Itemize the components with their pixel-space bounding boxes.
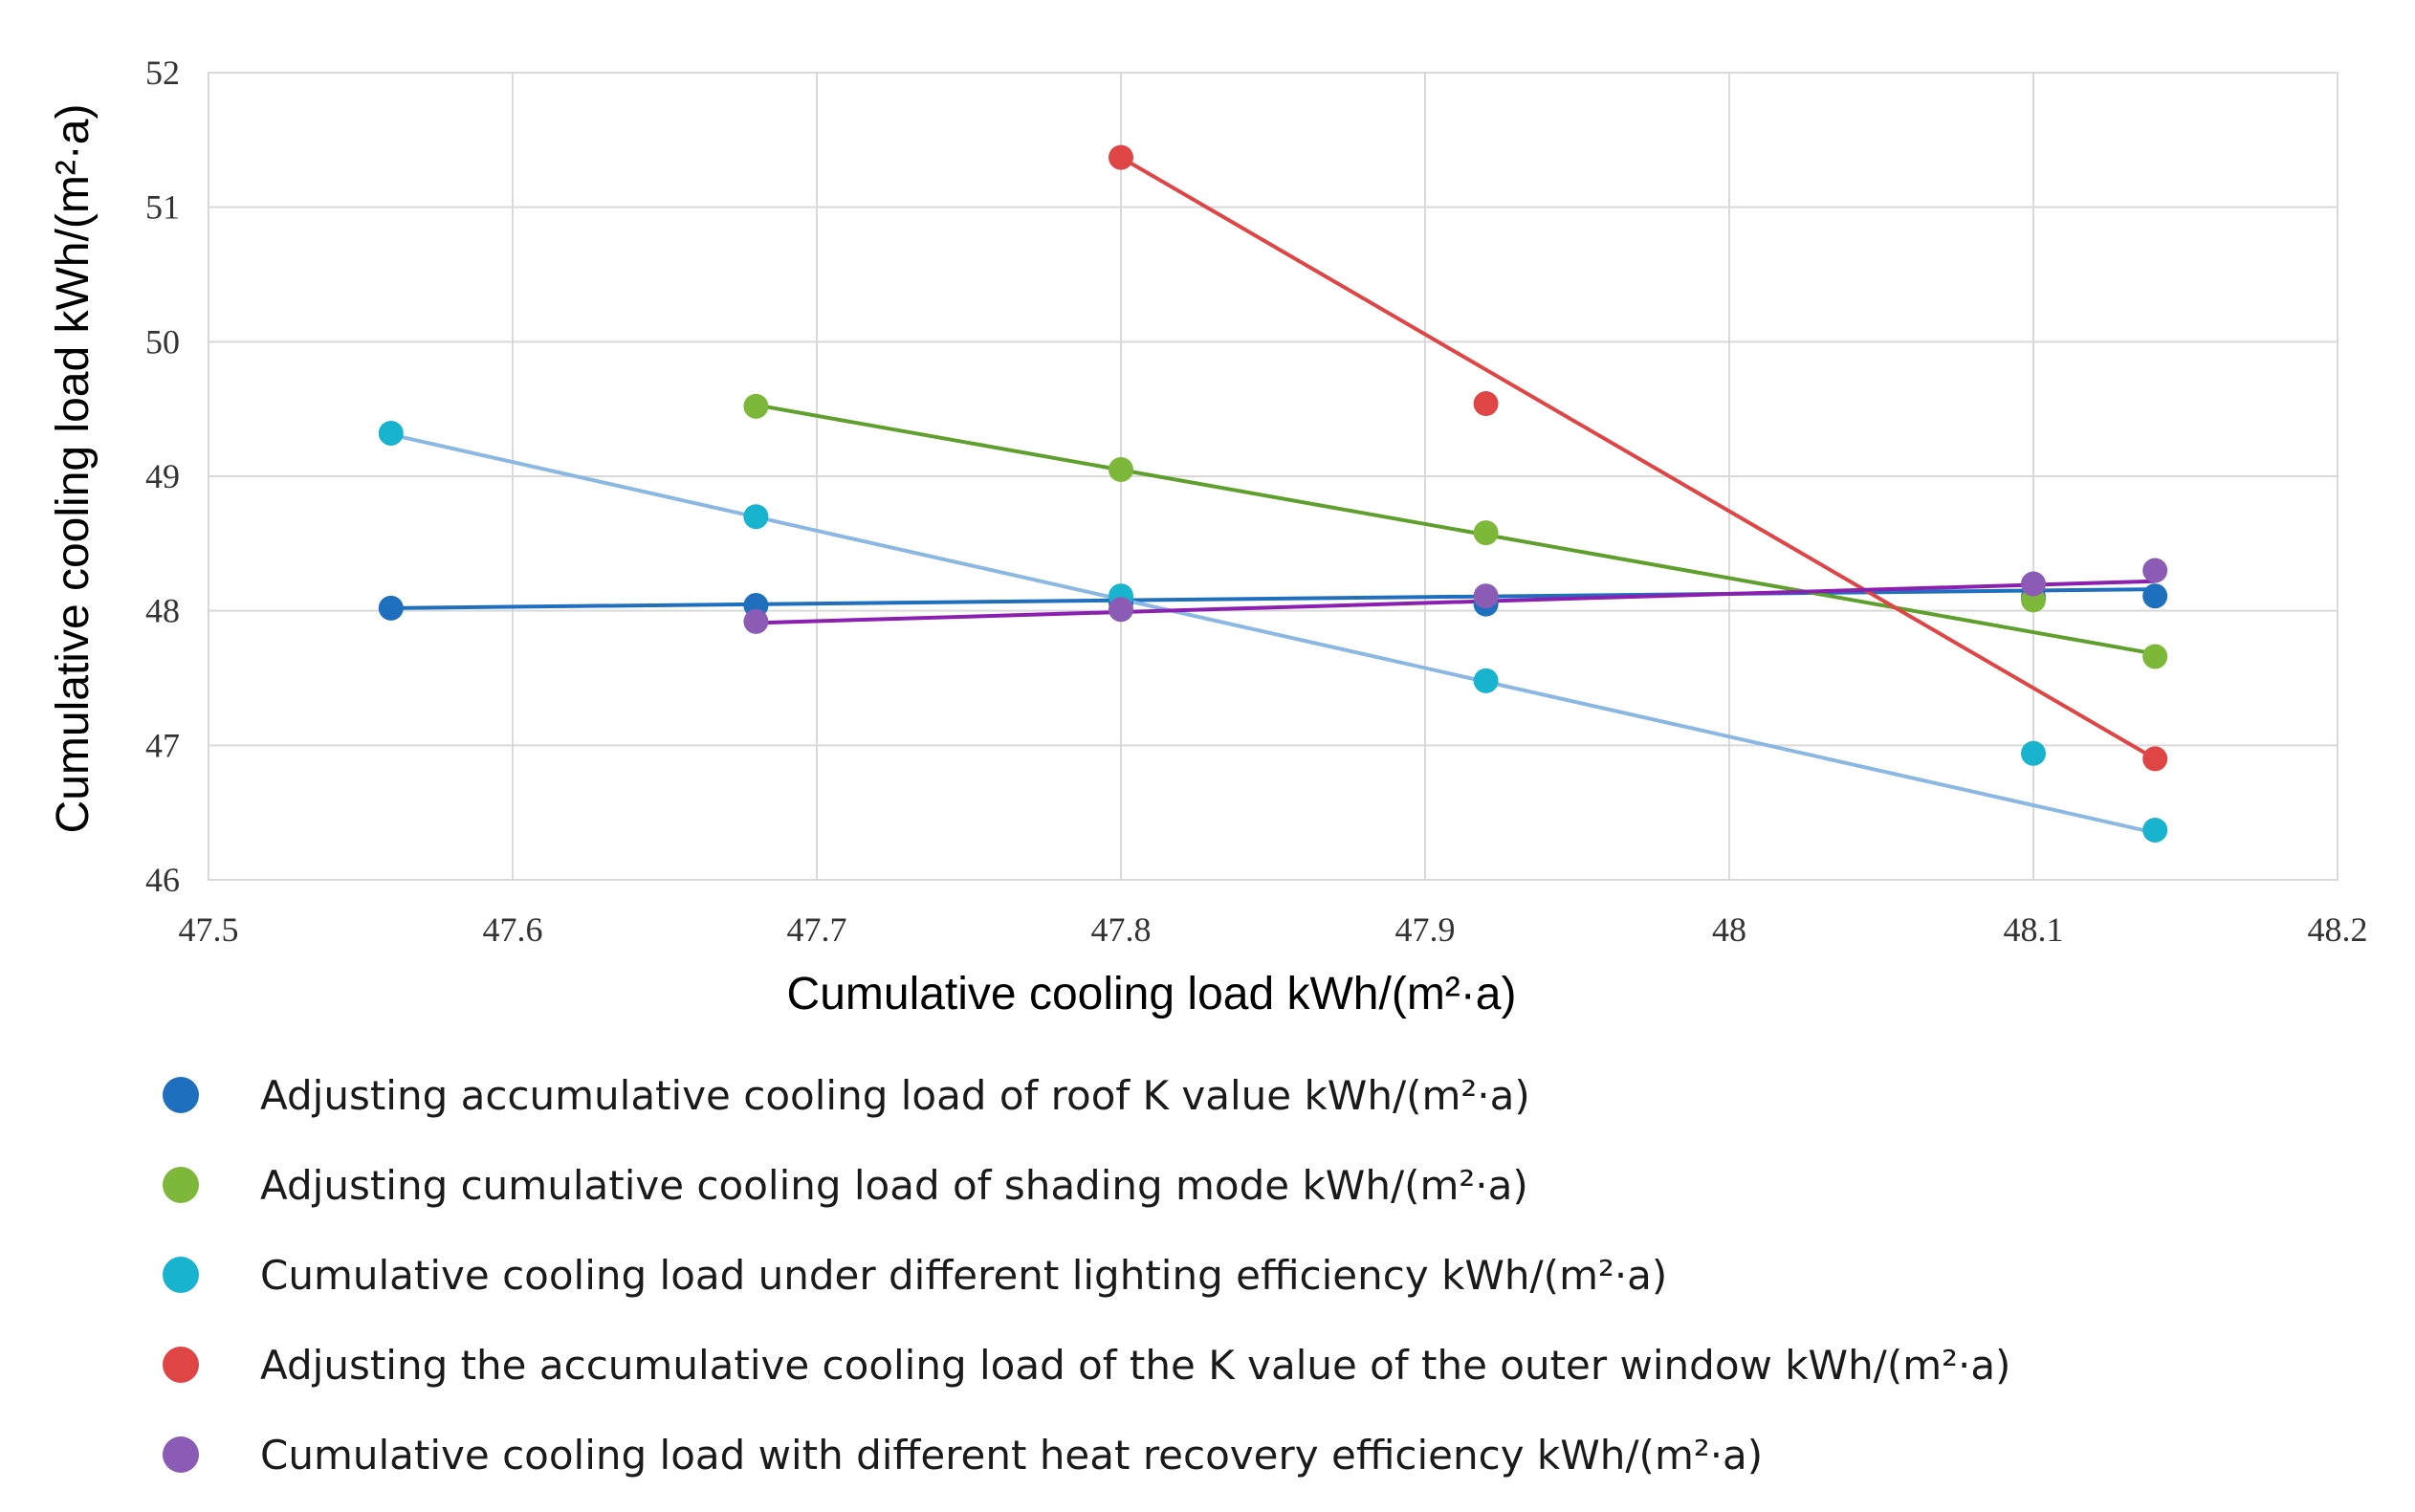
x-tick-label: 48 <box>1712 910 1746 949</box>
y-tick-label: 52 <box>145 54 180 92</box>
point-series-3 <box>743 504 769 530</box>
chart: 47.5 47.6 47.7 47.8 47.9 48 48.1 48.2 46 47 48 49 50… <box>48 54 2368 1019</box>
legend-label: Cumulative cooling load under different … <box>260 1251 1668 1299</box>
point-series-3 <box>2142 817 2168 843</box>
legend-marker <box>163 1167 199 1203</box>
x-tick-label: 47.6 <box>483 910 543 949</box>
point-series-5 <box>1109 597 1133 623</box>
legend-marker <box>163 1077 199 1113</box>
y-tick-label: 48 <box>145 592 180 630</box>
trend-lines <box>390 155 2157 835</box>
legend: Adjusting accumulative cooling load of r… <box>163 1050 2010 1500</box>
y-tick-label: 51 <box>145 188 180 227</box>
point-series-2 <box>1473 520 1499 546</box>
y-tick-label: 47 <box>145 726 180 764</box>
x-axis-title: Cumulative cooling load kWh/(m²·a) <box>787 969 1517 1019</box>
y-axis-title: Cumulative cooling load kWh/(m²·a) <box>48 104 99 834</box>
legend-item: Adjusting the accumulative cooling load … <box>163 1320 2010 1410</box>
legend-marker <box>163 1257 199 1293</box>
point-series-2 <box>1109 456 1133 482</box>
trend-line-series-5 <box>756 579 2156 625</box>
y-tick-label: 49 <box>145 457 180 495</box>
legend-item: Cumulative cooling load with different h… <box>163 1410 2010 1500</box>
point-series-3 <box>2021 740 2046 766</box>
x-tick-label: 47.9 <box>1395 910 1456 949</box>
data-points <box>378 144 2168 843</box>
x-tick-label: 48.2 <box>2308 910 2368 949</box>
point-series-4 <box>1109 144 1133 170</box>
x-tick-label: 47.7 <box>787 910 847 949</box>
y-tick-label: 46 <box>145 861 180 899</box>
point-series-5 <box>2142 558 2168 583</box>
x-tick-label: 48.1 <box>2004 910 2064 949</box>
point-series-5 <box>2021 571 2046 597</box>
point-series-4 <box>2142 746 2168 772</box>
x-tick-label: 47.8 <box>1091 910 1152 949</box>
legend-label: Adjusting the accumulative cooling load … <box>260 1341 2011 1389</box>
point-series-5 <box>743 608 769 634</box>
legend-label: Adjusting cumulative cooling load of sha… <box>260 1161 1528 1209</box>
trend-line-series-1 <box>390 587 2156 610</box>
legend-label: Adjusting accumulative cooling load of r… <box>260 1071 1530 1119</box>
trend-line-series-4 <box>1119 155 2157 761</box>
point-series-2 <box>2142 644 2168 669</box>
trend-line-series-2 <box>756 403 2156 656</box>
point-series-3 <box>1473 668 1499 693</box>
point-series-1 <box>2142 583 2168 609</box>
legend-item: Adjusting accumulative cooling load of r… <box>163 1050 2010 1140</box>
point-series-3 <box>378 420 404 446</box>
point-series-4 <box>1473 391 1499 417</box>
point-series-5 <box>1473 583 1499 609</box>
y-tick-label: 50 <box>145 322 180 361</box>
tick-labels: 47.5 47.6 47.7 47.8 47.9 48 48.1 48.2 46 47 48 49 50… <box>145 54 2368 949</box>
legend-label: Cumulative cooling load with different h… <box>260 1431 1764 1479</box>
point-series-1 <box>378 595 404 621</box>
point-series-2 <box>743 393 769 419</box>
legend-marker <box>163 1347 199 1383</box>
trend-line-series-3 <box>390 432 2156 835</box>
legend-item: Cumulative cooling load under different … <box>163 1230 2010 1320</box>
legend-marker <box>163 1436 199 1473</box>
legend-item: Adjusting cumulative cooling load of sha… <box>163 1140 2010 1230</box>
x-tick-label: 47.5 <box>179 910 239 949</box>
